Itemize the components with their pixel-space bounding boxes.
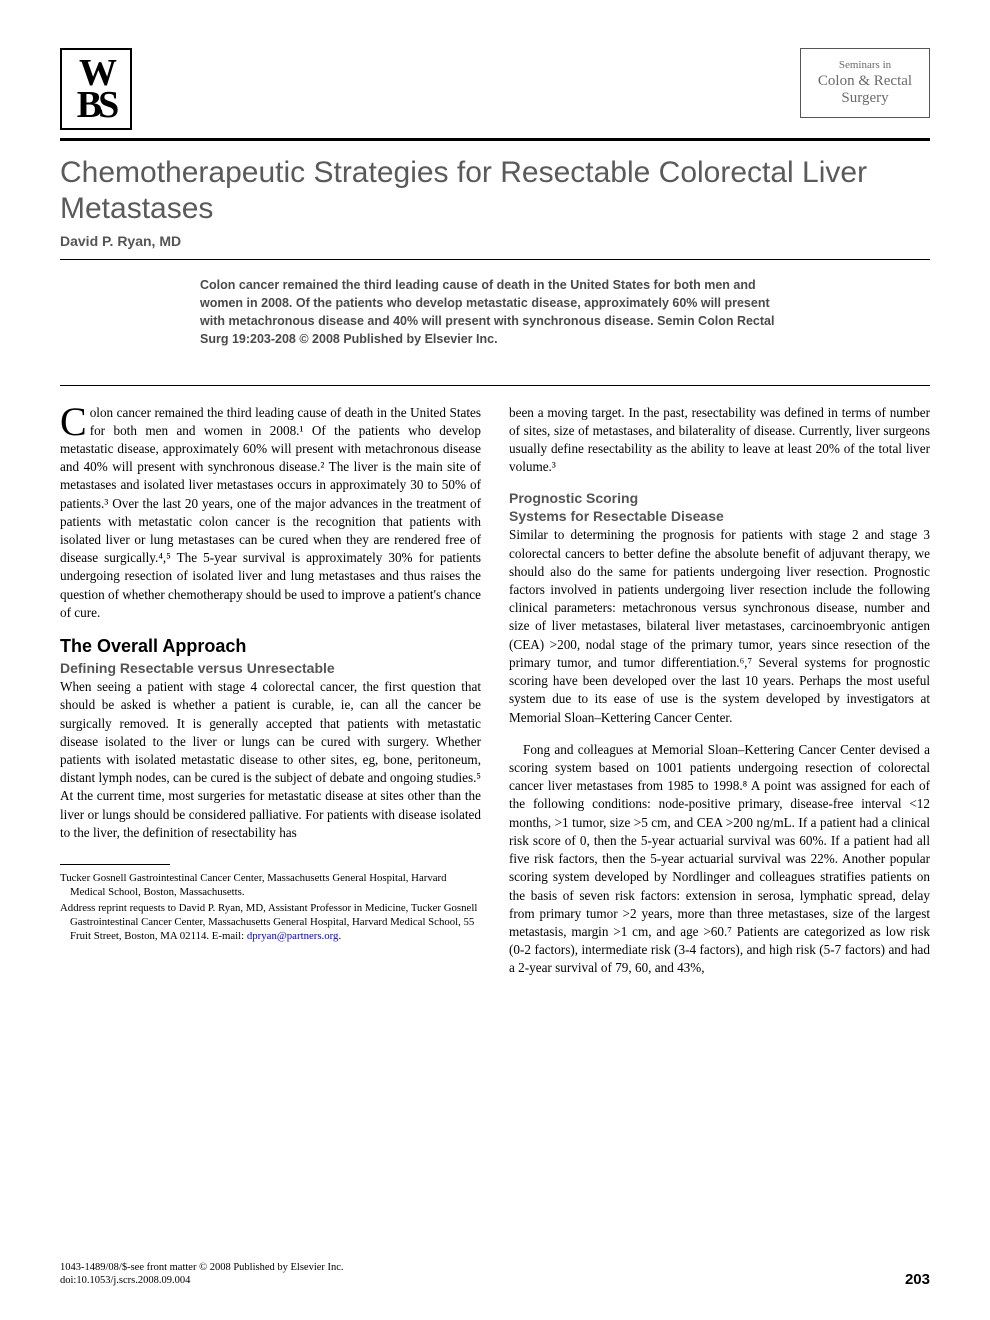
section-heading-overall-approach: The Overall Approach — [60, 636, 481, 657]
subsection-prognostic-line2: Systems for Resectable Disease — [509, 508, 930, 524]
journal-line1: Seminars in — [807, 59, 923, 71]
author-name: David P. Ryan, MD — [60, 233, 930, 249]
footnote-correspondence: Address reprint requests to David P. Rya… — [60, 901, 481, 943]
column-right: been a moving target. In the past, resec… — [509, 404, 930, 992]
footer-copyright: 1043-1489/08/$-see front matter © 2008 P… — [60, 1261, 344, 1275]
intro-text: olon cancer remained the third leading c… — [60, 405, 481, 620]
footer-doi: doi:10.1053/j.scrs.2008.09.004 — [60, 1274, 344, 1288]
logo-text: WBS — [77, 57, 115, 122]
subsection-prognostic-line1: Prognostic Scoring — [509, 490, 930, 506]
paragraph-fong: Fong and colleagues at Memorial Sloan–Ke… — [509, 741, 930, 978]
abstract-text: Colon cancer remained the third leading … — [200, 276, 790, 349]
footer-left: 1043-1489/08/$-see front matter © 2008 P… — [60, 1261, 344, 1288]
journal-box: Seminars in Colon & Rectal Surgery — [800, 48, 930, 118]
rule-mid1 — [60, 259, 930, 260]
paragraph-prognostic: Similar to determining the prognosis for… — [509, 526, 930, 726]
page-number: 203 — [905, 1271, 930, 1288]
paragraph-defining: When seeing a patient with stage 4 color… — [60, 678, 481, 842]
two-column-layout: Colon cancer remained the third leading … — [60, 404, 930, 992]
journal-line2: Colon & Rectal — [807, 73, 923, 90]
footnote-rule — [60, 864, 170, 865]
intro-paragraph: Colon cancer remained the third leading … — [60, 404, 481, 623]
footnote-affiliation: Tucker Gosnell Gastrointestinal Cancer C… — [60, 871, 481, 899]
paragraph-moving-target: been a moving target. In the past, resec… — [509, 404, 930, 477]
rule-mid2 — [60, 385, 930, 386]
email-link[interactable]: dpryan@partners.org — [247, 930, 339, 942]
header-row: WBS Seminars in Colon & Rectal Surgery — [60, 48, 930, 130]
footer: 1043-1489/08/$-see front matter © 2008 P… — [60, 1261, 930, 1288]
column-left: Colon cancer remained the third leading … — [60, 404, 481, 992]
article-title: Chemotherapeutic Strategies for Resectab… — [60, 155, 930, 227]
publisher-logo: WBS — [60, 48, 132, 130]
rule-top — [60, 138, 930, 141]
dropcap: C — [60, 404, 90, 439]
subsection-defining-resectable: Defining Resectable versus Unresectable — [60, 660, 481, 676]
journal-line3: Surgery — [807, 90, 923, 107]
